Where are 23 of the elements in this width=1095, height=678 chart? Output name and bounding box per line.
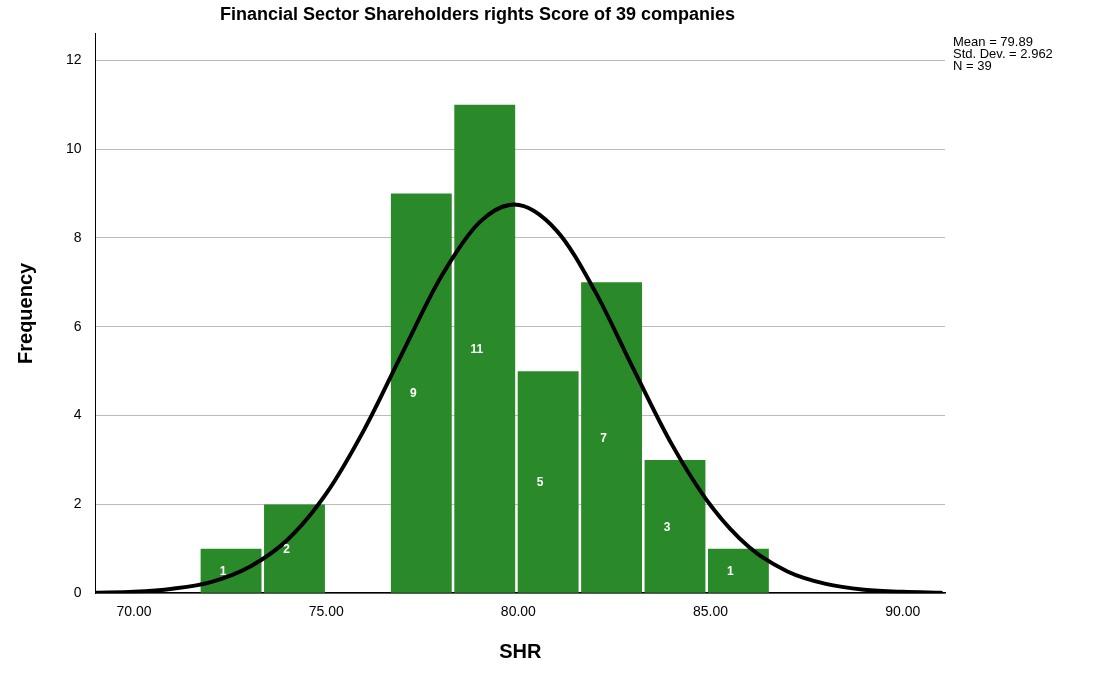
y-tick-label: 0 bbox=[73, 584, 82, 601]
x-tick-label: 80.00 bbox=[500, 603, 537, 620]
data-label: 5 bbox=[536, 475, 544, 490]
y-tick-label: 10 bbox=[65, 139, 82, 156]
y-axis-title: Frequency bbox=[13, 261, 36, 364]
x-axis-title: SHR bbox=[499, 639, 542, 662]
y-tick-label: 6 bbox=[73, 317, 82, 334]
y-tick-label: 12 bbox=[65, 51, 82, 68]
x-tick-label: 85.00 bbox=[693, 603, 729, 620]
y-tick-label: 8 bbox=[73, 228, 82, 245]
chart-title: Financial Sector Shareholders rights Score of 39 companies bbox=[219, 3, 736, 24]
x-tick-label: 75.00 bbox=[308, 603, 344, 620]
data-label: 3 bbox=[663, 519, 671, 534]
x-tick-label: 90.00 bbox=[885, 603, 921, 620]
y-tick-label: 2 bbox=[73, 495, 82, 512]
data-label: 2 bbox=[283, 541, 291, 556]
data-label: 1 bbox=[727, 564, 735, 579]
data-label: 11 bbox=[470, 341, 484, 356]
y-tick-label: 4 bbox=[73, 406, 82, 423]
data-label: 7 bbox=[600, 430, 608, 445]
x-tick-label: 70.00 bbox=[116, 603, 152, 620]
data-label: 1 bbox=[219, 564, 227, 579]
data-label: 9 bbox=[409, 386, 417, 401]
